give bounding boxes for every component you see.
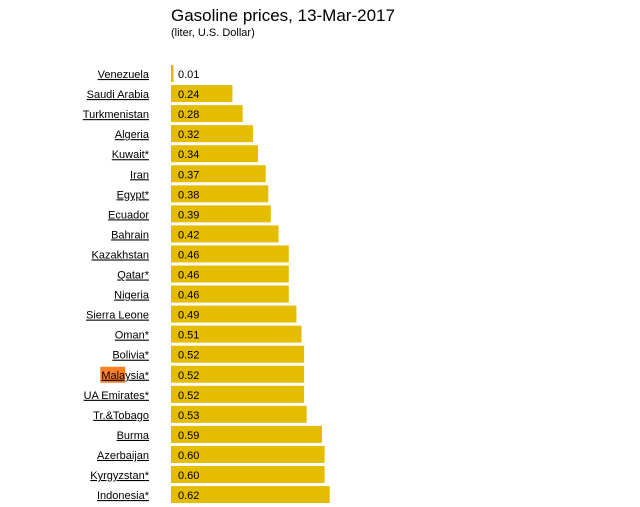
bar bbox=[171, 225, 279, 243]
category-label[interactable]: Kuwait* bbox=[112, 149, 150, 161]
bar bbox=[171, 205, 271, 223]
category-label[interactable]: Turkmenistan bbox=[83, 109, 149, 121]
text-selection-highlight bbox=[100, 366, 126, 383]
bar bbox=[171, 425, 323, 443]
category-label[interactable]: Kyrgyzstan* bbox=[90, 470, 149, 482]
data-label: 0.42 bbox=[178, 229, 199, 241]
bar bbox=[171, 285, 289, 303]
category-label[interactable]: Malaysia* bbox=[101, 370, 149, 382]
category-label[interactable]: Oman* bbox=[115, 330, 150, 342]
category-label[interactable]: Egypt* bbox=[117, 189, 150, 201]
bar bbox=[171, 105, 243, 123]
bar bbox=[171, 365, 305, 383]
category-label[interactable]: Azerbaijan bbox=[97, 450, 149, 462]
category-label[interactable]: UA Emirates* bbox=[84, 390, 150, 402]
data-label: 0.01 bbox=[178, 69, 199, 81]
data-label: 0.52 bbox=[178, 350, 199, 362]
bar bbox=[171, 305, 297, 323]
data-label: 0.32 bbox=[178, 129, 199, 141]
bar bbox=[171, 165, 266, 183]
category-label[interactable]: Tr.&Tobago bbox=[93, 410, 149, 422]
category-label[interactable]: Indonesia* bbox=[97, 490, 150, 502]
category-label[interactable]: Saudi Arabia bbox=[87, 89, 150, 101]
category-label[interactable]: Venezuela bbox=[98, 69, 150, 81]
bar bbox=[171, 325, 302, 343]
category-label[interactable]: Algeria bbox=[115, 129, 150, 141]
bar bbox=[171, 245, 289, 263]
data-label: 0.52 bbox=[178, 390, 199, 402]
data-label: 0.24 bbox=[178, 89, 199, 101]
bar bbox=[171, 185, 269, 203]
data-label: 0.60 bbox=[178, 450, 199, 462]
data-label: 0.59 bbox=[178, 430, 199, 442]
category-label[interactable]: Bolivia* bbox=[112, 350, 149, 362]
category-label[interactable]: Bahrain bbox=[111, 229, 149, 241]
bar bbox=[171, 265, 289, 283]
chart-title: Gasoline prices, 13-Mar-2017 bbox=[171, 6, 395, 25]
bar bbox=[171, 486, 330, 504]
bar bbox=[171, 145, 259, 163]
category-label[interactable]: Sierra Leone bbox=[86, 310, 149, 322]
bar bbox=[171, 65, 174, 82]
data-label: 0.46 bbox=[178, 270, 199, 282]
data-label: 0.46 bbox=[178, 249, 199, 261]
data-label: 0.60 bbox=[178, 470, 199, 482]
data-label: 0.39 bbox=[178, 209, 199, 221]
data-label: 0.46 bbox=[178, 290, 199, 302]
category-label[interactable]: Burma bbox=[117, 430, 150, 442]
data-label: 0.62 bbox=[178, 490, 199, 502]
category-label[interactable]: Iran bbox=[130, 169, 149, 181]
data-label: 0.53 bbox=[178, 410, 199, 422]
bar bbox=[171, 405, 307, 423]
data-label: 0.49 bbox=[178, 310, 199, 322]
data-label: 0.37 bbox=[178, 169, 199, 181]
category-label[interactable]: Ecuador bbox=[108, 209, 149, 221]
data-label: 0.52 bbox=[178, 370, 199, 382]
data-label: 0.38 bbox=[178, 189, 199, 201]
data-label: 0.34 bbox=[178, 149, 199, 161]
bar bbox=[171, 466, 325, 483]
bar bbox=[171, 85, 233, 103]
data-label: 0.28 bbox=[178, 109, 199, 121]
bar bbox=[171, 125, 253, 143]
bar bbox=[171, 385, 305, 403]
category-label[interactable]: Qatar* bbox=[117, 270, 150, 282]
category-label[interactable]: Nigeria bbox=[114, 290, 150, 302]
bar bbox=[171, 345, 305, 363]
data-label: 0.51 bbox=[178, 330, 199, 342]
chart-subtitle: (liter, U.S. Dollar) bbox=[171, 27, 255, 39]
bar bbox=[171, 445, 325, 463]
category-label[interactable]: Kazakhstan bbox=[92, 249, 149, 261]
